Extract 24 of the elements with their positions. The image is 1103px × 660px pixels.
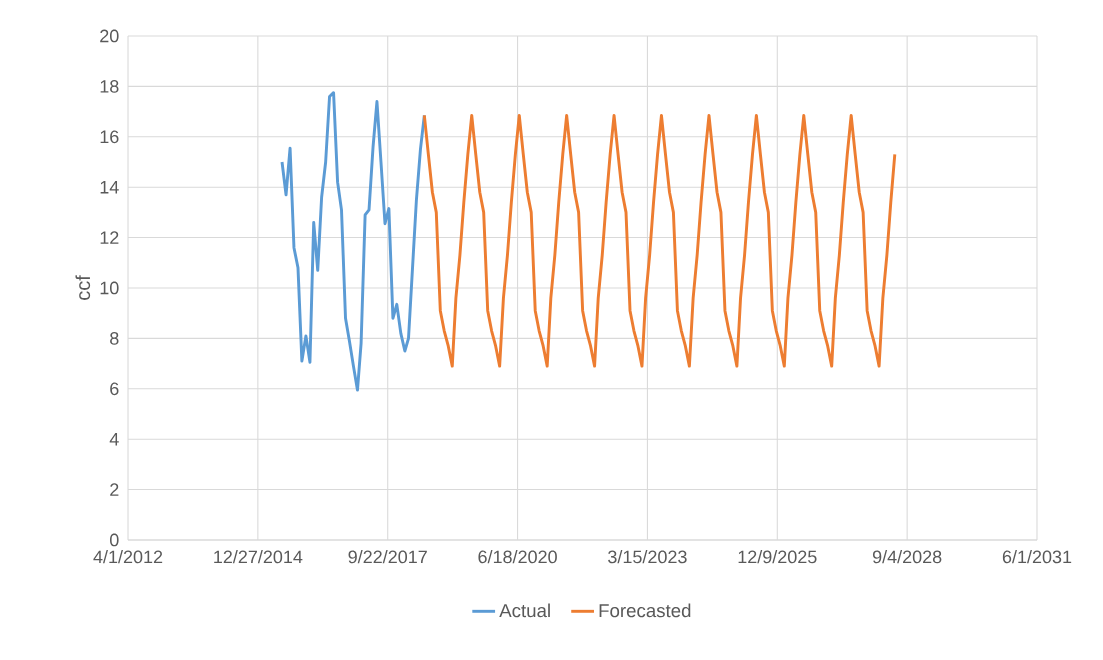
legend-label: Forecasted	[599, 603, 691, 618]
y-tick-label: 8	[110, 332, 119, 345]
y-tick-label: 2	[110, 483, 119, 496]
y-tick-label: 0	[110, 533, 119, 547]
x-tick-label: 3/15/2023	[608, 550, 687, 564]
y-tick-label: 16	[100, 130, 119, 144]
y-axis-title: ccf	[75, 275, 91, 300]
legend-label: Actual	[499, 603, 550, 618]
x-tick-label: 6/1/2031	[1002, 550, 1072, 564]
x-tick-label: 9/4/2028	[872, 550, 942, 564]
x-tick-label: 12/9/2025	[738, 550, 817, 564]
y-tick-label: 6	[110, 382, 119, 396]
y-tick-label: 14	[100, 181, 119, 194]
x-tick-label: 4/1/2012	[93, 550, 163, 564]
x-tick-label: 9/22/2017	[348, 550, 427, 564]
y-tick-label: 4	[109, 433, 119, 446]
x-tick-label: 12/27/2014	[214, 550, 303, 564]
y-tick-label: 10	[100, 281, 119, 295]
line-series	[280, 91, 426, 392]
y-tick-label: 18	[100, 80, 119, 93]
line-series	[422, 113, 897, 368]
y-tick-label: 12	[100, 231, 119, 244]
y-tick-label: 20	[100, 29, 119, 43]
x-tick-label: 6/18/2020	[478, 550, 557, 564]
